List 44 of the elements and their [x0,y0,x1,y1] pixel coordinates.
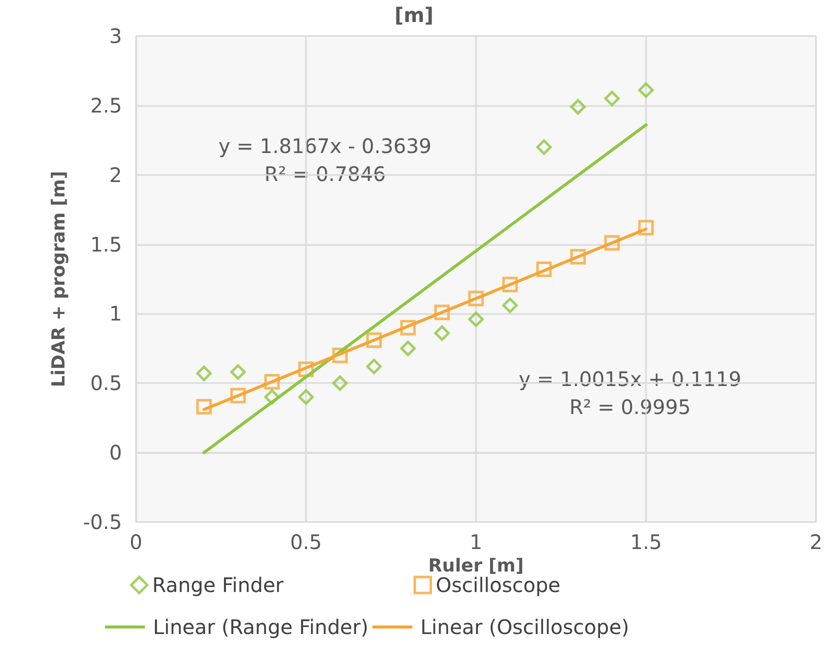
x-tick-label: 0 [130,530,142,554]
chart-title: [m] [394,3,434,27]
y-axis-title: LiDAR + program [m] [48,170,70,388]
y-tick-label: 1.5 [90,232,122,256]
point [502,298,518,314]
point [332,375,348,391]
y-tick-label: -0.5 [82,510,122,534]
legend-label: Linear (Oscilloscope) [420,615,630,639]
point [298,389,314,405]
y-tick-label: 3 [109,24,122,48]
y-tick-label: 0.5 [90,371,122,396]
point [400,340,416,356]
point [570,99,586,115]
point [400,320,416,336]
point [468,312,484,328]
x-tick-label: 1.5 [630,530,662,554]
point [434,304,450,320]
point [502,276,518,292]
point [366,332,382,348]
point [468,290,484,306]
point [638,82,654,98]
x-tick-label: 2 [810,530,822,554]
point [230,388,246,404]
point [196,366,212,382]
point [638,220,654,236]
point [570,249,586,265]
x-tick-label: 1 [470,530,482,554]
point [196,399,212,414]
y-tick-label: 2 [109,162,122,187]
point [434,325,450,341]
point [230,364,246,380]
point [604,90,620,106]
y-tick-label: 1 [109,302,122,326]
point [264,389,280,405]
point [536,139,552,155]
point [536,262,552,278]
point [264,374,280,390]
legend-label: Range Finder [152,573,284,597]
legend-label: Linear (Range Finder) [153,615,368,639]
y-tick-label: 2.5 [90,93,122,118]
point [366,358,382,374]
point [604,235,620,251]
x-tick-label: 0.5 [290,530,322,554]
y-tick-label: 0 [109,440,122,465]
